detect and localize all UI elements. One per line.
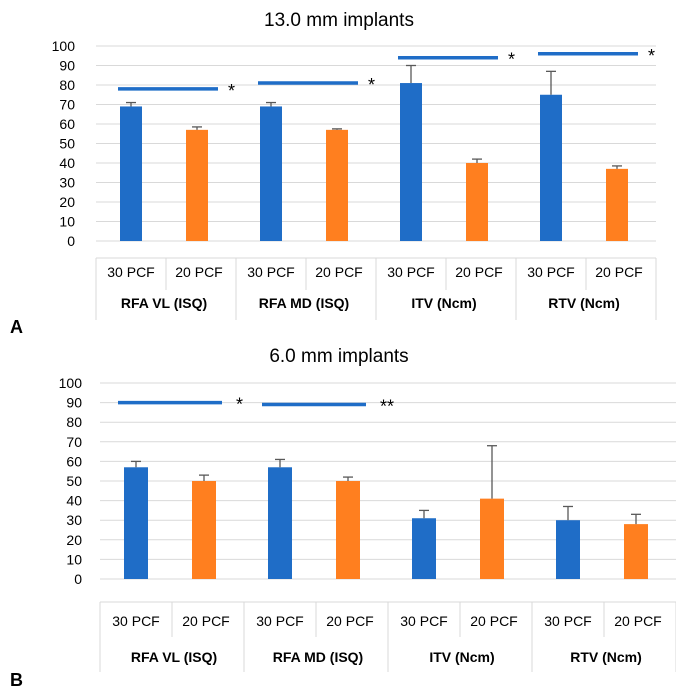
x-group-label: RFA MD (ISQ) xyxy=(273,649,363,665)
bar xyxy=(186,129,208,241)
bar xyxy=(540,94,562,241)
x-group-label: RFA VL (ISQ) xyxy=(121,295,207,311)
bar xyxy=(606,168,628,241)
y-tick-label: 60 xyxy=(66,453,82,469)
significance-marker: * xyxy=(508,50,515,70)
chart-a-title: 13.0 mm implants xyxy=(264,10,414,31)
bar xyxy=(624,524,648,579)
x-category-label: 30 PCF xyxy=(256,613,303,629)
panel-a-label: A xyxy=(10,317,23,337)
significance-marker: ** xyxy=(380,397,394,417)
x-group-label: RFA MD (ISQ) xyxy=(259,295,349,311)
x-category-label: 30 PCF xyxy=(527,264,574,280)
y-tick-label: 100 xyxy=(52,38,76,54)
significance-marker: * xyxy=(228,81,235,101)
x-category-label: 20 PCF xyxy=(614,613,661,629)
bar xyxy=(400,83,422,241)
x-group-label: ITV (Ncm) xyxy=(411,295,476,311)
x-category-label: 20 PCF xyxy=(315,264,362,280)
bar xyxy=(556,520,580,579)
x-category-label: 20 PCF xyxy=(182,613,229,629)
x-category-label: 20 PCF xyxy=(175,264,222,280)
y-tick-label: 10 xyxy=(66,551,82,567)
y-tick-label: 50 xyxy=(59,136,75,152)
chart-b-title: 6.0 mm implants xyxy=(269,346,408,367)
y-tick-label: 10 xyxy=(59,214,75,230)
bar xyxy=(124,467,148,579)
y-tick-label: 40 xyxy=(66,493,82,509)
y-tick-label: 30 xyxy=(66,512,82,528)
bar xyxy=(480,498,504,579)
y-tick-label: 0 xyxy=(74,571,82,587)
significance-marker: * xyxy=(236,395,243,415)
y-tick-label: 90 xyxy=(66,395,82,411)
significance-marker: * xyxy=(648,46,655,66)
bar xyxy=(326,129,348,241)
y-tick-label: 20 xyxy=(59,194,75,210)
bar xyxy=(192,481,216,579)
bar xyxy=(466,163,488,241)
x-category-label: 30 PCF xyxy=(387,264,434,280)
y-tick-label: 70 xyxy=(66,434,82,450)
x-category-label: 30 PCF xyxy=(400,613,447,629)
x-category-label: 20 PCF xyxy=(595,264,642,280)
panel-b-label: B xyxy=(10,670,23,690)
chart-a-axes: 0 10 20 30 40 50 60 70 80 90 100 30 PCF 20 PCF 30 PCF… xyxy=(52,38,657,320)
y-tick-label: 50 xyxy=(66,473,82,489)
chart-a-bars xyxy=(120,64,628,241)
x-category-label: 30 PCF xyxy=(112,613,159,629)
y-tick-label: 30 xyxy=(59,175,75,191)
chart-b-bars xyxy=(124,445,648,579)
bar xyxy=(412,518,436,579)
y-tick-label: 20 xyxy=(66,532,82,548)
y-tick-label: 80 xyxy=(59,77,75,93)
x-group-label: RTV (Ncm) xyxy=(548,295,620,311)
y-tick-label: 90 xyxy=(59,58,75,74)
significance-marker: * xyxy=(368,75,375,95)
x-group-label: RFA VL (ISQ) xyxy=(131,649,217,665)
chart-b-axes: 0 10 20 30 40 50 60 70 80 90 100 30 PCF 20 PCF 30 PCF… xyxy=(59,375,676,672)
x-group-label: ITV (Ncm) xyxy=(429,649,494,665)
bar xyxy=(120,106,142,241)
y-tick-label: 40 xyxy=(59,155,75,171)
x-category-label: 30 PCF xyxy=(107,264,154,280)
x-category-label: 20 PCF xyxy=(455,264,502,280)
y-tick-label: 80 xyxy=(66,414,82,430)
bar xyxy=(268,467,292,579)
y-tick-label: 70 xyxy=(59,97,75,113)
bar xyxy=(260,106,282,241)
y-tick-label: 0 xyxy=(67,233,75,249)
y-tick-label: 60 xyxy=(59,116,75,132)
x-group-label: RTV (Ncm) xyxy=(570,649,642,665)
chart-a-significance: * * * * xyxy=(118,46,655,101)
x-category-label: 30 PCF xyxy=(247,264,294,280)
y-tick-label: 100 xyxy=(59,375,83,391)
bar xyxy=(336,481,360,579)
x-category-label: 30 PCF xyxy=(544,613,591,629)
x-category-label: 20 PCF xyxy=(470,613,517,629)
x-category-label: 20 PCF xyxy=(326,613,373,629)
chart-b-significance: * ** xyxy=(118,395,394,417)
